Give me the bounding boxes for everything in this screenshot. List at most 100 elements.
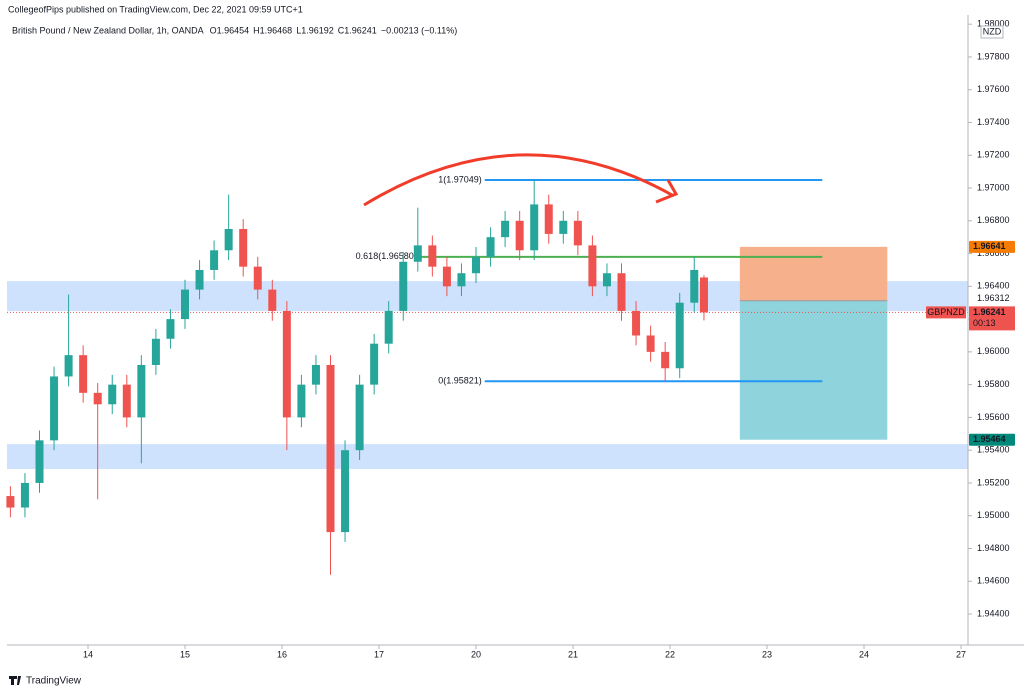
candle-body: [224, 228, 233, 251]
ohlc-value: 1.96192: [301, 25, 334, 35]
candle-body: [515, 220, 524, 251]
x-tick-label: 14: [83, 649, 93, 659]
candle-body: [602, 273, 611, 287]
y-tick-label: 1.94800: [977, 543, 1010, 553]
x-tick-label: 21: [568, 649, 578, 659]
countdown: 00:13: [973, 318, 996, 328]
candle-body: [661, 351, 670, 369]
arrow-head: [655, 179, 679, 204]
candle-body: [253, 266, 262, 290]
candle-body: [93, 392, 102, 405]
y-tick-label: 1.97200: [977, 150, 1010, 160]
y-tick-label: 1.97000: [977, 182, 1010, 192]
stop-label-box: [969, 240, 1015, 253]
candle-body: [151, 338, 160, 365]
x-tick-label: 17: [374, 649, 384, 659]
y-tick-label: 1.94400: [977, 608, 1010, 618]
candle-body: [180, 289, 189, 320]
candle-body: [6, 496, 15, 508]
candle-body: [311, 364, 320, 385]
candle-body: [268, 289, 277, 311]
candle-body: [442, 266, 451, 287]
candle-body: [35, 440, 44, 483]
candle-body: [50, 376, 59, 441]
candle-body: [573, 220, 582, 246]
y-tick-label: 1.97800: [977, 51, 1010, 61]
y-tick-label: 1.95800: [977, 379, 1010, 389]
y-tick-label: 1.97400: [977, 117, 1010, 127]
footer-brand: TradingView: [26, 676, 82, 687]
candle-body: [122, 384, 131, 418]
target-zone: [739, 300, 888, 440]
tv-logo: [9, 676, 21, 685]
currency: NZD: [983, 26, 1002, 36]
ohlc-label: H: [253, 25, 260, 35]
y-tick-label: 1.94600: [977, 576, 1010, 586]
candle-body: [559, 220, 568, 234]
y-tick-label: 1.95400: [977, 445, 1010, 455]
plot-area: 1(1.97049) 0.618(1.96580) 0(1.95821): [6, 174, 968, 575]
symbol-box: [926, 306, 966, 319]
candle-body: [588, 245, 597, 287]
x-tick-label: 16: [277, 649, 287, 659]
last-price-box: [969, 306, 1015, 331]
y-tick-label: 1.98000: [977, 19, 1010, 29]
currency-box: [980, 25, 1004, 39]
candle-body: [486, 237, 495, 257]
candle-body: [632, 310, 641, 336]
candle-body: [282, 310, 291, 418]
y-tick-label: 1.96400: [977, 281, 1010, 291]
symbol-label: GBPNZD: [927, 307, 965, 317]
candle-body: [239, 228, 248, 267]
symbol-legend: British Pound / New Zealand Dollar, 1h, …: [12, 25, 457, 35]
target-label: 1.95464: [973, 434, 1006, 444]
ohlc-value: 1.96468: [260, 25, 293, 35]
y-tick-label: 1.95200: [977, 477, 1010, 487]
candle-body: [384, 310, 393, 344]
y-tick-label: 1.95600: [977, 412, 1010, 422]
candle-body: [297, 384, 306, 418]
y-tick-label: 1.96000: [977, 346, 1010, 356]
candle-body: [137, 364, 146, 418]
x-tick-label: 24: [859, 649, 869, 659]
x-tick-label: 27: [956, 649, 966, 659]
candle-body: [544, 204, 553, 234]
candle-body: [326, 364, 335, 533]
stop-label: 1.96641: [973, 241, 1006, 251]
fib-label: 0.618(1.96580): [356, 251, 417, 261]
ohlc-value: 1.96241: [344, 25, 377, 35]
candle-body: [108, 384, 117, 405]
arrow-curve: [363, 153, 673, 207]
stop-zone: [739, 246, 888, 301]
candle-body: [428, 245, 437, 267]
fib-label: 1(1.97049): [438, 174, 482, 184]
fib-label: 0(1.95821): [438, 376, 482, 386]
candle-body: [501, 220, 510, 238]
y-tick-label: 1.96600: [977, 248, 1010, 258]
x-tick-label: 15: [180, 649, 190, 659]
candle-body: [530, 204, 539, 251]
candle-body: [166, 319, 175, 339]
x-tick-label: 22: [665, 649, 675, 659]
y-tick-label: 1.95000: [977, 510, 1010, 520]
last-price: 1.96241: [973, 307, 1006, 317]
symbol-name: British Pound / New Zealand Dollar, 1h, …: [12, 25, 204, 35]
candle-body: [646, 335, 655, 352]
candle-body: [210, 250, 219, 270]
candle-body: [472, 256, 481, 274]
candle-body: [355, 384, 364, 451]
candle-body: [617, 273, 626, 311]
candle-body: [64, 355, 73, 377]
candle-body: [195, 269, 204, 290]
x-tick-label: 23: [762, 649, 772, 659]
target-label-box: [969, 433, 1015, 446]
entry-label: 1.96312: [977, 293, 1010, 303]
ohlc-value: 1.96454: [217, 25, 250, 35]
y-tick-label: 1.97600: [977, 84, 1010, 94]
ohlc-label: L: [296, 25, 301, 35]
publisher: CollegeofPips published on TradingView.c…: [8, 4, 303, 14]
change: −0.00213 (−0.11%): [381, 25, 457, 35]
y-tick-label: 1.96800: [977, 215, 1010, 225]
candle-body: [699, 277, 708, 313]
x-tick-label: 20: [471, 649, 481, 659]
